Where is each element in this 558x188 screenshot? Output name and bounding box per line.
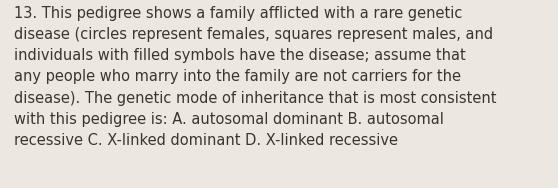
Text: 13. This pedigree shows a family afflicted with a rare genetic
disease (circles : 13. This pedigree shows a family afflict…: [14, 6, 497, 148]
